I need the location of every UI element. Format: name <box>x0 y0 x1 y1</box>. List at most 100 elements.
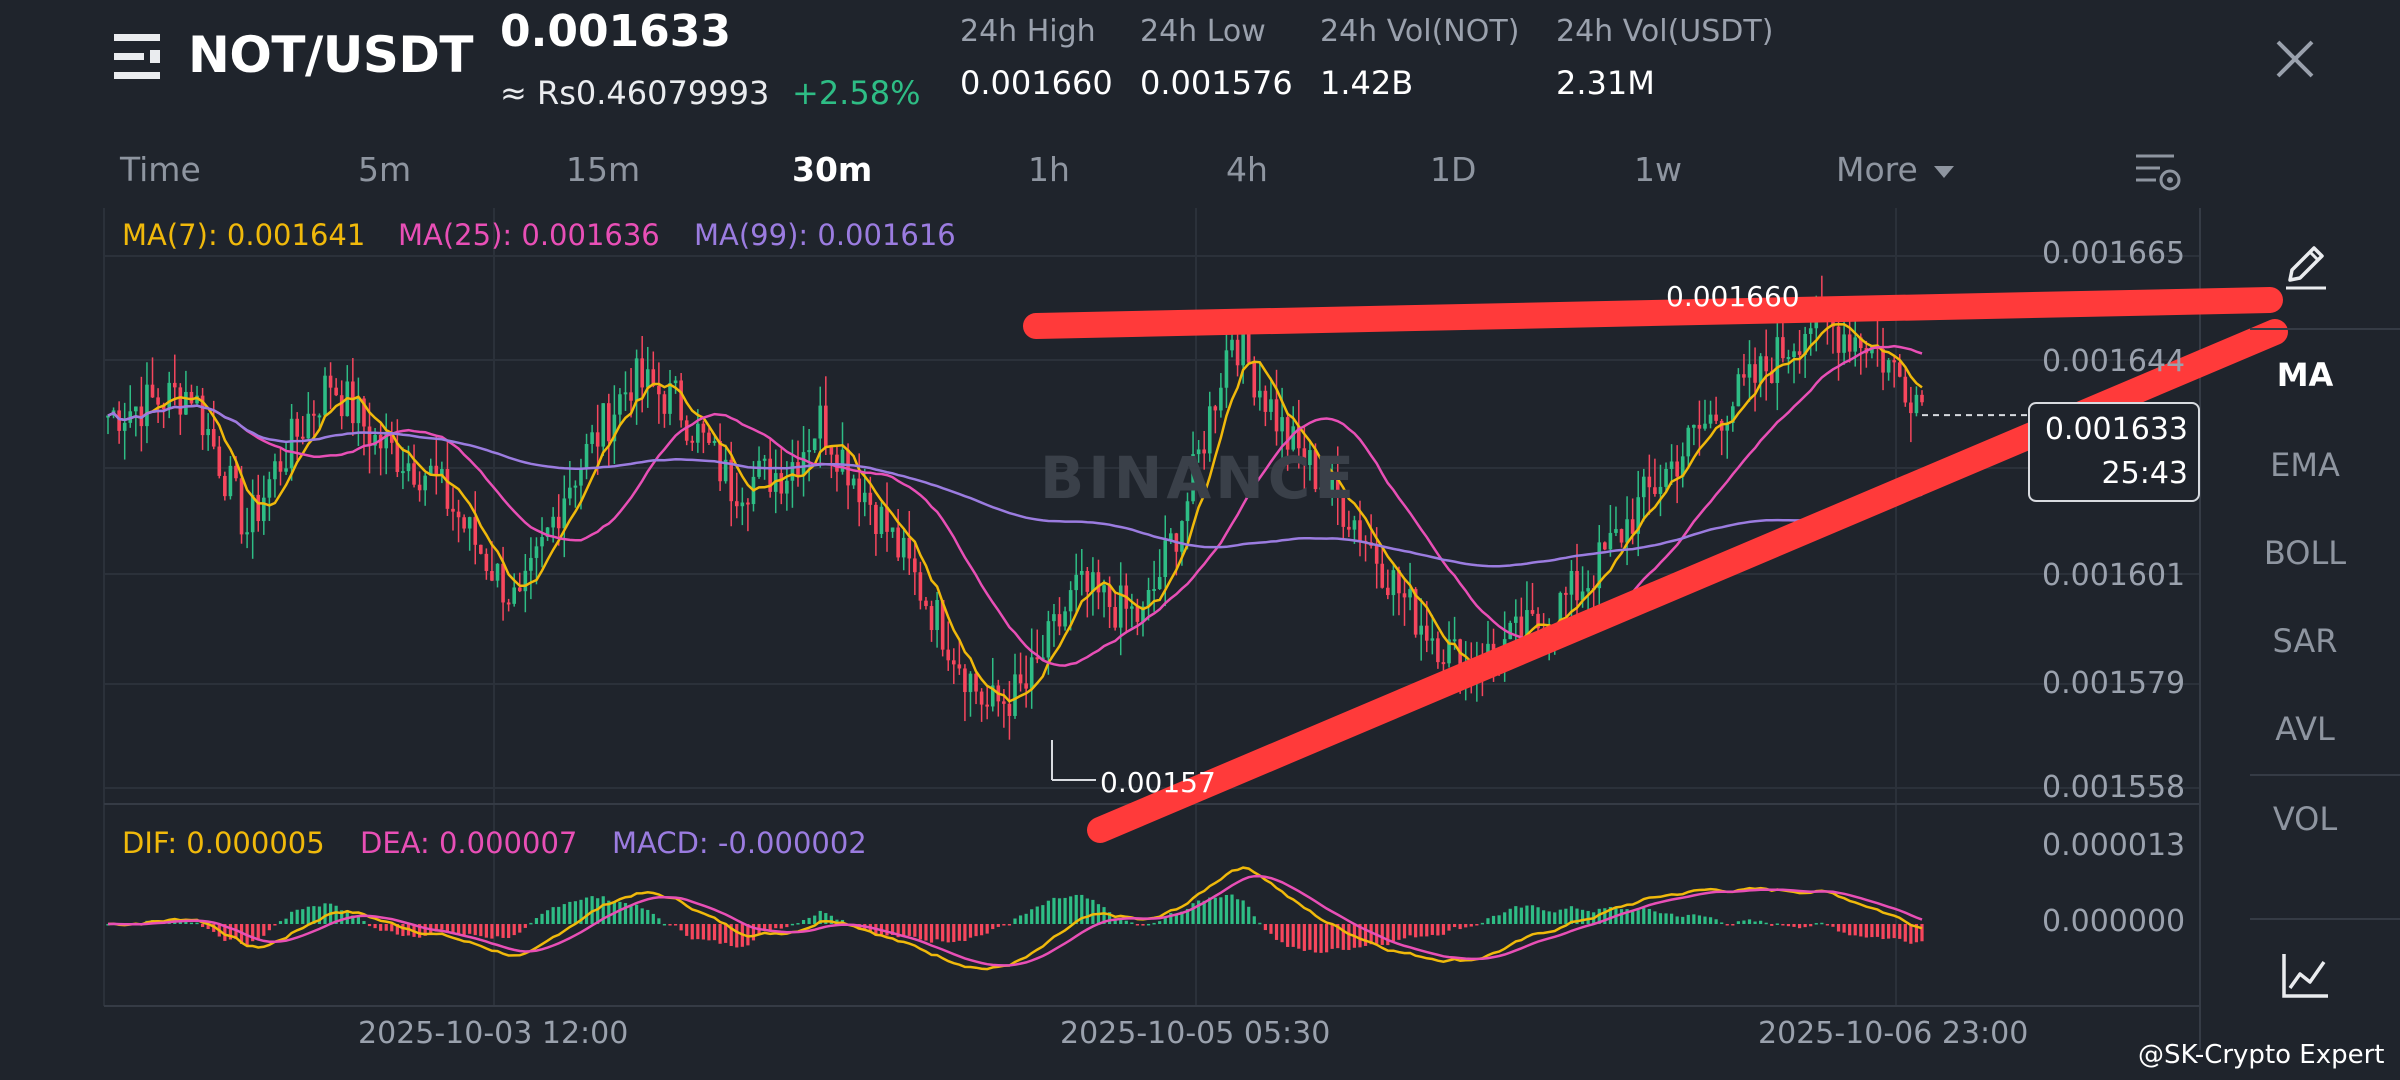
candle-body <box>1235 339 1240 366</box>
pencil-icon[interactable] <box>2282 242 2332 292</box>
macd-histogram-bar <box>1336 924 1340 949</box>
macd-histogram-bar <box>418 924 422 938</box>
candle-body <box>812 438 817 451</box>
indicator-ema[interactable]: EMA <box>2270 446 2340 484</box>
high-marker-label: 0.001660 <box>1666 280 1800 313</box>
candle-body <box>1736 374 1741 407</box>
candle-body <box>1658 486 1663 494</box>
candle-body <box>1708 414 1713 424</box>
candle-body <box>634 358 639 401</box>
candle-body <box>1558 592 1563 628</box>
macd-histogram-bar <box>251 924 255 942</box>
close-icon[interactable] <box>2270 34 2320 84</box>
candle-body <box>1853 337 1858 352</box>
indicator-avl[interactable]: AVL <box>2275 710 2335 748</box>
menu-icon[interactable] <box>114 32 166 82</box>
candle-body <box>1753 364 1757 383</box>
tab-30m[interactable]: 30m <box>792 150 873 189</box>
macd-histogram-bar <box>701 924 705 940</box>
macd-histogram-bar <box>1141 924 1145 926</box>
macd-histogram-bar <box>1269 924 1273 934</box>
macd-histogram-bar <box>312 906 316 924</box>
macd-histogram-bar <box>1124 920 1128 924</box>
macd-histogram-bar <box>1247 906 1251 924</box>
tab-more[interactable]: More <box>1836 150 1955 189</box>
macd-histogram-bar <box>1580 909 1585 924</box>
macd-histogram-bar <box>584 897 589 924</box>
tab-1h[interactable]: 1h <box>1028 150 1070 189</box>
candle-body <box>690 440 695 443</box>
macd-histogram-bar <box>1642 908 1646 924</box>
candle-body <box>200 395 205 436</box>
macd-histogram-bar <box>1742 920 1746 924</box>
candle-body <box>673 380 678 384</box>
macd-histogram-bar <box>562 904 566 924</box>
indicator-vol[interactable]: VOL <box>2272 800 2338 838</box>
candle-body <box>434 465 439 476</box>
macd-histogram-bar <box>1809 924 1813 927</box>
macd-histogram-bar <box>1503 912 1507 924</box>
macd-histogram-bar <box>662 923 667 926</box>
candle-body <box>768 458 772 492</box>
tab-4h[interactable]: 4h <box>1226 150 1268 189</box>
macd-histogram-bar <box>1703 916 1707 924</box>
tab-5m[interactable]: 5m <box>358 150 412 189</box>
macd-histogram-bar <box>1274 924 1279 940</box>
macd-histogram-bar <box>1686 914 1690 924</box>
candle-body <box>1781 337 1785 359</box>
line-chart-icon[interactable] <box>2280 950 2332 1002</box>
candle-body <box>645 369 650 388</box>
macd-histogram-bar <box>1753 921 1757 924</box>
tab-1d[interactable]: 1D <box>1430 150 1477 189</box>
candle-body <box>1347 526 1351 530</box>
macd-histogram-bar <box>1408 924 1412 936</box>
candle-body <box>1107 585 1112 608</box>
macd-histogram-bar <box>790 923 795 926</box>
candle-body <box>1196 449 1201 455</box>
macd-histogram-bar <box>1564 908 1568 924</box>
macd-histogram-bar <box>1831 924 1835 927</box>
macd-histogram-bar <box>629 906 633 924</box>
macd-histogram-bar <box>968 924 973 938</box>
indicator-ma[interactable]: MA <box>2276 356 2334 394</box>
chart-settings-icon[interactable] <box>2134 150 2182 194</box>
macd-histogram-bar <box>1553 912 1557 924</box>
tab-1w[interactable]: 1w <box>1634 150 1682 189</box>
candle-body <box>1319 487 1323 490</box>
candle-body <box>1280 417 1284 432</box>
candle-body <box>395 442 400 472</box>
candle-body <box>935 600 939 631</box>
candle-body <box>1536 613 1540 629</box>
macd-histogram-bar <box>1647 908 1651 924</box>
candle-body <box>974 673 978 692</box>
candle-body <box>534 546 539 558</box>
macd-histogram-bar <box>746 924 750 946</box>
macd-histogram-bar <box>1853 924 1857 936</box>
indicator-boll[interactable]: BOLL <box>2263 534 2347 572</box>
candle-body <box>1664 468 1668 487</box>
tab-time[interactable]: Time <box>120 150 201 189</box>
candle-body <box>1374 545 1379 564</box>
candle-body <box>1441 662 1446 665</box>
indicator-sar[interactable]: SAR <box>2272 622 2338 660</box>
macd-histogram-bar <box>512 924 516 936</box>
macd-histogram-bar <box>451 924 455 934</box>
candle-body <box>1141 606 1145 622</box>
macd-histogram-bar <box>1369 924 1373 945</box>
candle-body <box>1302 448 1307 466</box>
legend-macd: MACD: -0.000002 <box>612 826 867 860</box>
candle-body <box>556 516 561 529</box>
watermark: BINANCE <box>1040 444 1358 512</box>
macd-histogram-bar <box>996 924 1000 927</box>
macd-histogram-bar <box>1107 912 1112 924</box>
macd-histogram-bar <box>1219 897 1223 924</box>
macd-histogram-bar <box>178 921 182 924</box>
trading-pair[interactable]: NOT/USDT <box>188 26 473 84</box>
candle-body <box>1102 585 1106 593</box>
macd-histogram-bar <box>957 924 961 941</box>
candle-body <box>668 383 672 414</box>
tab-15m[interactable]: 15m <box>566 150 641 189</box>
stat-value-24h-high: 0.001660 <box>960 64 1113 102</box>
candle-body <box>1675 461 1679 477</box>
macd-histogram-bar <box>1670 913 1674 924</box>
